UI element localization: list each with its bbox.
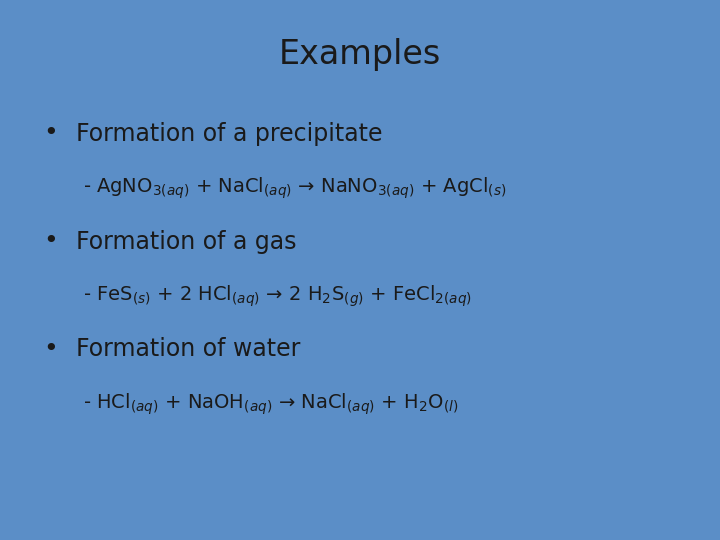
Text: •: • [43, 230, 58, 253]
Text: - FeS$_{(s)}$ + 2 HCl$_{(aq)}$ → 2 H$_{2}$S$_{(g)}$ + FeCl$_{2(aq)}$: - FeS$_{(s)}$ + 2 HCl$_{(aq)}$ → 2 H$_{2… [83, 284, 472, 309]
Text: - HCl$_{(aq)}$ + NaOH$_{(aq)}$ → NaCl$_{(aq)}$ + H$_{2}$O$_{(l)}$: - HCl$_{(aq)}$ + NaOH$_{(aq)}$ → NaCl$_{… [83, 392, 458, 417]
Text: Formation of a precipitate: Formation of a precipitate [76, 122, 382, 145]
Text: •: • [43, 338, 58, 361]
Text: Formation of water: Formation of water [76, 338, 300, 361]
Text: - AgNO$_{3(aq)}$ + NaCl$_{(aq)}$ → NaNO$_{3(aq)}$ + AgCl$_{(s)}$: - AgNO$_{3(aq)}$ + NaCl$_{(aq)}$ → NaNO$… [83, 176, 506, 201]
Text: Examples: Examples [279, 38, 441, 71]
Text: •: • [43, 122, 58, 145]
Text: Formation of a gas: Formation of a gas [76, 230, 296, 253]
